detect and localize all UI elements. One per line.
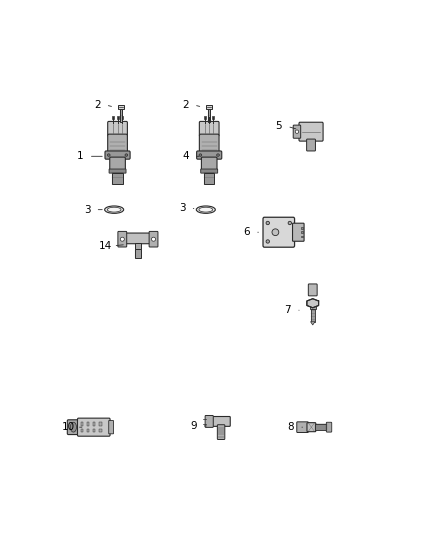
Ellipse shape bbox=[120, 237, 124, 241]
FancyBboxPatch shape bbox=[205, 416, 213, 427]
FancyBboxPatch shape bbox=[149, 231, 158, 247]
Text: 3: 3 bbox=[84, 205, 90, 215]
Bar bbox=[87, 422, 89, 425]
FancyBboxPatch shape bbox=[78, 418, 110, 436]
FancyBboxPatch shape bbox=[109, 421, 113, 434]
Bar bbox=[93, 422, 95, 425]
Ellipse shape bbox=[105, 206, 124, 213]
Bar bbox=[301, 227, 304, 229]
Ellipse shape bbox=[266, 221, 269, 225]
Polygon shape bbox=[311, 322, 315, 325]
Text: 6: 6 bbox=[243, 227, 250, 237]
Bar bbox=[204, 173, 214, 184]
FancyBboxPatch shape bbox=[293, 223, 304, 241]
Bar bbox=[135, 249, 141, 258]
Ellipse shape bbox=[199, 207, 212, 212]
FancyBboxPatch shape bbox=[108, 134, 127, 154]
Bar bbox=[204, 117, 206, 118]
FancyBboxPatch shape bbox=[125, 233, 151, 244]
Text: 10: 10 bbox=[62, 422, 75, 432]
Bar bbox=[212, 117, 214, 118]
FancyBboxPatch shape bbox=[212, 416, 230, 426]
FancyBboxPatch shape bbox=[110, 157, 125, 172]
Text: 14: 14 bbox=[99, 241, 112, 251]
Bar bbox=[99, 429, 102, 432]
Ellipse shape bbox=[107, 207, 121, 212]
FancyBboxPatch shape bbox=[118, 231, 127, 247]
Bar bbox=[113, 173, 123, 184]
Text: 7: 7 bbox=[284, 305, 291, 315]
FancyBboxPatch shape bbox=[307, 139, 315, 151]
Ellipse shape bbox=[295, 130, 299, 133]
FancyBboxPatch shape bbox=[67, 420, 80, 434]
FancyBboxPatch shape bbox=[299, 122, 323, 141]
FancyBboxPatch shape bbox=[105, 151, 130, 159]
Text: 5: 5 bbox=[276, 122, 282, 131]
Bar bbox=[310, 304, 316, 309]
FancyBboxPatch shape bbox=[201, 169, 218, 173]
Bar bbox=[81, 422, 83, 425]
Ellipse shape bbox=[288, 221, 292, 225]
Bar bbox=[118, 105, 124, 109]
Ellipse shape bbox=[107, 154, 110, 156]
Ellipse shape bbox=[199, 154, 202, 156]
FancyBboxPatch shape bbox=[109, 169, 126, 173]
FancyBboxPatch shape bbox=[199, 122, 219, 136]
Bar bbox=[120, 117, 123, 118]
Ellipse shape bbox=[217, 154, 219, 156]
Bar bbox=[87, 429, 89, 432]
Bar bbox=[117, 117, 119, 118]
Bar bbox=[206, 105, 212, 109]
FancyBboxPatch shape bbox=[201, 157, 217, 172]
Bar bbox=[120, 109, 122, 122]
Bar bbox=[301, 236, 304, 237]
Bar bbox=[311, 309, 315, 322]
FancyBboxPatch shape bbox=[297, 422, 308, 432]
Polygon shape bbox=[307, 298, 318, 308]
FancyBboxPatch shape bbox=[197, 151, 222, 159]
FancyBboxPatch shape bbox=[308, 284, 317, 296]
Bar bbox=[301, 231, 304, 233]
Text: 3: 3 bbox=[179, 204, 185, 213]
Bar bbox=[134, 243, 141, 249]
Text: 9: 9 bbox=[190, 421, 197, 431]
Ellipse shape bbox=[272, 229, 279, 236]
Bar bbox=[208, 117, 210, 118]
Bar bbox=[208, 109, 210, 122]
Ellipse shape bbox=[125, 154, 128, 156]
Bar bbox=[93, 429, 95, 432]
Ellipse shape bbox=[266, 240, 269, 243]
Bar bbox=[315, 424, 327, 430]
Ellipse shape bbox=[152, 237, 155, 241]
Text: 8: 8 bbox=[287, 422, 294, 432]
FancyBboxPatch shape bbox=[326, 422, 332, 432]
Ellipse shape bbox=[71, 422, 77, 432]
FancyBboxPatch shape bbox=[293, 125, 300, 138]
FancyBboxPatch shape bbox=[199, 134, 219, 154]
Ellipse shape bbox=[196, 206, 215, 213]
FancyBboxPatch shape bbox=[217, 425, 225, 440]
Text: 2: 2 bbox=[94, 100, 100, 110]
Text: 2: 2 bbox=[182, 100, 189, 110]
FancyBboxPatch shape bbox=[108, 122, 127, 136]
FancyBboxPatch shape bbox=[263, 217, 295, 247]
Bar bbox=[99, 422, 102, 425]
FancyBboxPatch shape bbox=[307, 423, 316, 432]
Text: 4: 4 bbox=[182, 151, 189, 161]
Bar bbox=[113, 117, 114, 118]
Text: 1: 1 bbox=[77, 151, 84, 161]
Bar bbox=[81, 429, 83, 432]
